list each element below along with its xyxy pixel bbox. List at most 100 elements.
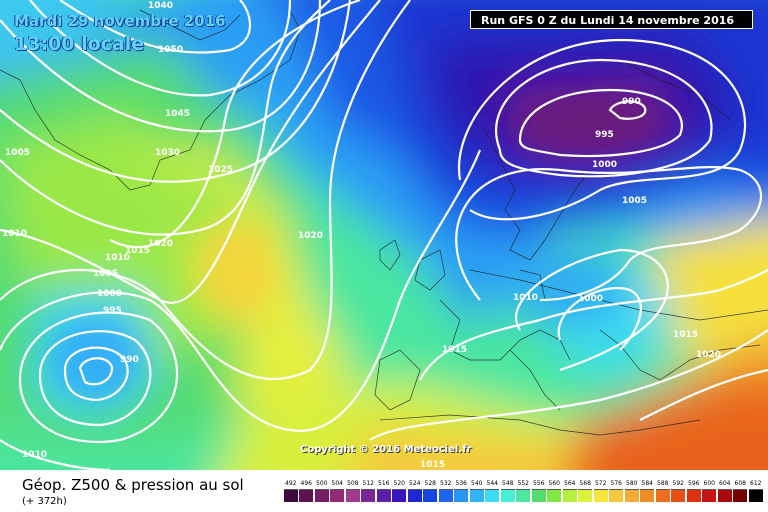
isobar-label: 1045	[165, 109, 190, 119]
legend-swatch	[686, 489, 701, 502]
legend-value: 560	[548, 480, 560, 487]
legend-value: 508	[347, 480, 359, 487]
isobar-label: 1010	[513, 293, 538, 303]
legend-value: 540	[471, 480, 483, 487]
isobar-label: 1000	[97, 289, 122, 299]
legend-entry: 512	[361, 480, 377, 510]
legend-swatch	[376, 489, 391, 502]
isobar-label: 1040	[148, 1, 173, 11]
legend-entry: 544	[485, 480, 501, 510]
legend-value: 600	[703, 480, 715, 487]
legend-value: 524	[409, 480, 421, 487]
legend-value: 496	[300, 480, 312, 487]
legend-value: 528	[424, 480, 436, 487]
isobar-label: 1015	[125, 246, 150, 256]
legend-entry: 524	[407, 480, 423, 510]
valid-time: 13:00 locale	[14, 33, 145, 55]
legend-value: 572	[595, 480, 607, 487]
legend-value: 512	[362, 480, 374, 487]
legend-entry: 612	[748, 480, 764, 510]
legend-value: 588	[657, 480, 669, 487]
isobar-label: 1005	[93, 269, 118, 279]
footer-bar: Géop. Z500 & pression au sol (+ 372h) 49…	[0, 470, 768, 512]
isobar-label: 1000	[578, 294, 603, 304]
forecast-lead-time: (+ 372h)	[22, 496, 67, 507]
legend-value: 576	[610, 480, 622, 487]
legend-value: 504	[331, 480, 343, 487]
legend-value: 520	[393, 480, 405, 487]
isobar-label: 1025	[208, 165, 233, 175]
legend-swatch	[593, 489, 608, 502]
isobar-labels: 1050 1040 1045 1030 1005 1025 1020 1015 …	[2, 1, 721, 470]
legend-swatch	[562, 489, 577, 502]
valid-date: Mardi 29 novembre 2016	[14, 12, 226, 30]
legend-entry: 584	[640, 480, 656, 510]
legend-entry: 496	[299, 480, 315, 510]
legend-entry: 516	[376, 480, 392, 510]
legend-swatch	[469, 489, 484, 502]
legend-swatch	[702, 489, 717, 502]
isobar-label: 1015	[673, 330, 698, 340]
legend-entry: 600	[702, 480, 718, 510]
isobar-label: 995	[103, 306, 122, 316]
legend-swatch	[748, 489, 763, 502]
isobar-lines	[0, 0, 768, 470]
legend-swatch	[733, 489, 748, 502]
forecast-map: 1050 1040 1045 1030 1005 1025 1020 1015 …	[0, 0, 768, 470]
isobar-label: 1010	[2, 229, 27, 239]
legend-entry: 576	[609, 480, 625, 510]
isobar-label: 990	[622, 97, 641, 107]
legend-value: 564	[564, 480, 576, 487]
legend-entry: 564	[562, 480, 578, 510]
legend-entry: 532	[438, 480, 454, 510]
legend-value: 552	[517, 480, 529, 487]
legend-value: 500	[316, 480, 328, 487]
run-info-box: Run GFS 0 Z du Lundi 14 novembre 2016	[470, 10, 753, 29]
isobar-label: 1010	[105, 253, 130, 263]
isobar-label: 1015	[442, 345, 467, 355]
legend-swatch	[392, 489, 407, 502]
legend-entry: 560	[547, 480, 563, 510]
isobar-label: 1010	[22, 450, 47, 460]
legend-swatch	[485, 489, 500, 502]
legend-swatch	[314, 489, 329, 502]
legend-entry: 500	[314, 480, 330, 510]
legend-value: 544	[486, 480, 498, 487]
legend-value: 516	[378, 480, 390, 487]
legend-value: 492	[285, 480, 297, 487]
isobar-label: 1005	[5, 148, 30, 158]
legend-swatch	[299, 489, 314, 502]
legend-entry: 604	[717, 480, 733, 510]
legend-swatch	[717, 489, 732, 502]
legend-value: 536	[455, 480, 467, 487]
legend-value: 596	[688, 480, 700, 487]
legend-entry: 556	[531, 480, 547, 510]
isobar-label: 1005	[622, 196, 647, 206]
isobar-label: 1050	[158, 45, 183, 55]
legend-value: 580	[626, 480, 638, 487]
legend-entry: 492	[283, 480, 299, 510]
isobar-label: 995	[595, 130, 614, 140]
legend-swatch	[624, 489, 639, 502]
map-canvas: 1050 1040 1045 1030 1005 1025 1020 1015 …	[0, 0, 768, 470]
legend-swatch	[283, 489, 298, 502]
legend-entry: 548	[500, 480, 516, 510]
legend-value: 592	[672, 480, 684, 487]
legend-swatch	[671, 489, 686, 502]
legend-swatch	[361, 489, 376, 502]
legend-entry: 568	[578, 480, 594, 510]
legend-entry: 592	[671, 480, 687, 510]
legend-swatch	[438, 489, 453, 502]
legend-swatch	[423, 489, 438, 502]
legend-swatch	[454, 489, 469, 502]
legend-value: 608	[734, 480, 746, 487]
isobar-label: 1015	[420, 460, 445, 470]
legend-value: 604	[719, 480, 731, 487]
legend-entry: 520	[392, 480, 408, 510]
legend-entry: 588	[655, 480, 671, 510]
isobar-label: 1000	[592, 160, 617, 170]
legend-value: 532	[440, 480, 452, 487]
legend-entry: 508	[345, 480, 361, 510]
isobar-label: 1030	[155, 148, 180, 158]
legend-swatch	[330, 489, 345, 502]
